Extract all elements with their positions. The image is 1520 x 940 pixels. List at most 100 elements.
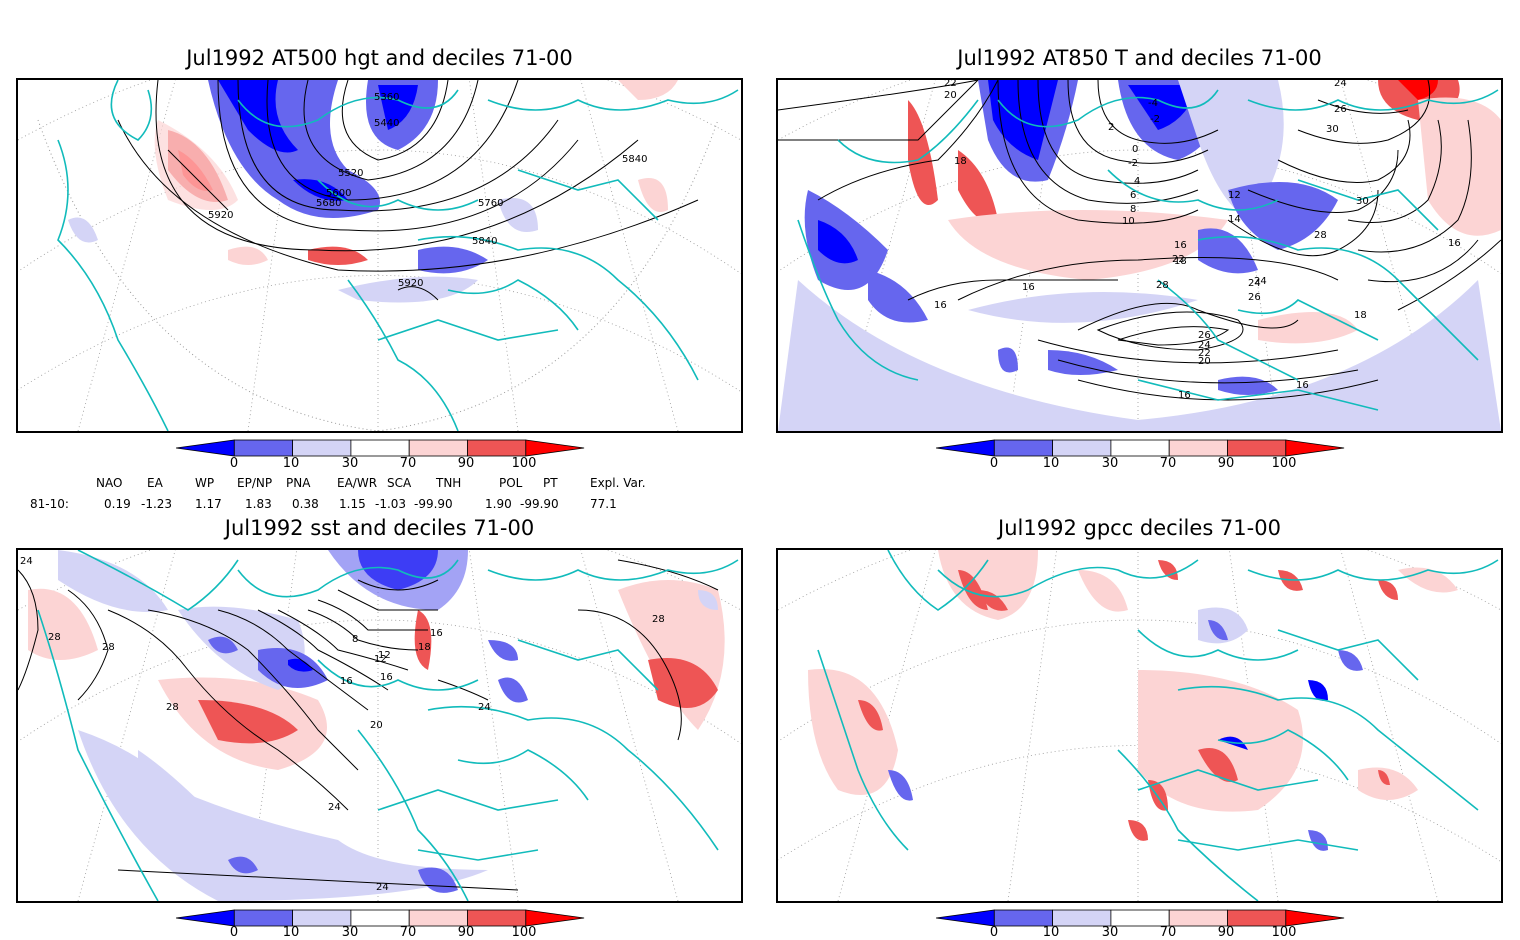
contour-label: 12: [374, 654, 387, 665]
colorbar-swatch-below-0: [936, 439, 995, 457]
colorbar-3: [176, 909, 585, 927]
colorbar-label: 10: [282, 456, 300, 471]
colorbar-swatch-below-0: [176, 909, 235, 927]
colorbar-1-swatches: [176, 439, 585, 457]
contour-label: 18: [1354, 310, 1367, 321]
contour-label: 12: [378, 650, 391, 661]
decile-shading: [808, 550, 1458, 851]
panel-title-3: Jul1992 sst and deciles 71-00: [224, 516, 535, 540]
contour-label: 28: [1156, 280, 1169, 291]
colorbar-swatch-0-10: [233, 439, 293, 457]
colorbar-label: 0: [989, 456, 999, 471]
colorbar-label: 30: [341, 456, 359, 471]
contour-label: 5760: [478, 198, 503, 209]
decile-shading: [28, 550, 725, 901]
coastlines: [57, 80, 739, 431]
colorbar-label: 100: [511, 456, 537, 471]
index-value-nao: 0.19: [104, 497, 131, 511]
index-period: 81-10:: [30, 497, 69, 511]
contour-label: 22: [1172, 254, 1185, 265]
contour-label: 5920: [208, 210, 233, 221]
index-value-sca: -1.03: [375, 497, 407, 511]
colorbar-swatch-70-90: [408, 439, 468, 457]
index-name-ea: EA: [147, 476, 163, 490]
contour-label: 2: [1108, 122, 1114, 133]
index-name-eawr: EA/WR: [337, 476, 378, 490]
contour-label: 26: [1198, 330, 1211, 341]
colorbar-label: 0: [229, 925, 239, 940]
colorbar-label: 100: [1271, 456, 1297, 471]
contour-label: 8: [1130, 204, 1136, 215]
contour-label: 0: [1132, 144, 1138, 155]
contour-label: 20: [1198, 356, 1211, 367]
colorbar-label: 10: [1042, 456, 1060, 471]
colorbar-label: 30: [1101, 456, 1119, 471]
contour-label: 24: [328, 802, 341, 813]
contour-label: 16: [1448, 238, 1461, 249]
contour-label: 26: [1334, 104, 1347, 115]
contour-label: 5600: [326, 188, 351, 199]
map-panel-gpcc: [776, 548, 1503, 903]
colorbar-label: 30: [341, 925, 359, 940]
contour-label: 28: [1314, 230, 1327, 241]
contour-label: 22: [1198, 348, 1211, 359]
colorbar-4: [936, 909, 1345, 927]
sst-contours: [18, 559, 719, 891]
colorbar-swatch-above-100: [525, 909, 585, 927]
index-name-wp: WP: [195, 476, 215, 490]
contour-label: 5920: [398, 278, 423, 289]
colorbar-label: 100: [1271, 925, 1297, 940]
index-name-tnh: TNH: [436, 476, 462, 490]
contour-label: 5840: [622, 154, 647, 165]
contour-label: 12: [1228, 190, 1241, 201]
index-name-explvar: Expl. Var.: [590, 476, 646, 490]
contour-label: 20: [944, 90, 957, 101]
contour-label: 24: [478, 702, 491, 713]
contour-label: 28: [48, 632, 61, 643]
contour-label: 14: [1228, 214, 1241, 225]
contour-label: 5680: [316, 198, 341, 209]
colorbar-swatch-10-30: [1052, 909, 1112, 927]
contour-label: 28: [652, 614, 665, 625]
colorbar-swatch-30-70: [350, 909, 410, 927]
contour-label: 5520: [338, 168, 363, 179]
colorbar-label: 90: [1217, 456, 1235, 471]
colorbar-swatch-90-100: [1227, 909, 1287, 927]
contour-labels: 22 20 18 -4 -2 2 0 -2 4 6 8 10 12 14 16 …: [934, 80, 1461, 401]
colorbar-swatch-10-30: [292, 439, 352, 457]
index-value-explvar: 77.1: [590, 497, 617, 511]
contour-label: 16: [340, 676, 353, 687]
decile-shading: [778, 80, 1501, 431]
index-value-tnh: -99.90: [414, 497, 453, 511]
contour-label: 24: [20, 556, 33, 567]
contour-label: 16: [1174, 240, 1187, 251]
colorbar-swatch-below-0: [176, 439, 235, 457]
colorbar-3-swatches: [176, 909, 585, 927]
colorbar-swatch-90-100: [467, 909, 527, 927]
contour-label: 26: [1248, 292, 1261, 303]
contour-label: 18: [954, 156, 967, 167]
contour-label: 8: [352, 634, 358, 645]
index-name-sca: SCA: [387, 476, 412, 490]
panel-title-4: Jul1992 gpcc deciles 71-00: [998, 516, 1281, 540]
contour-label: 16: [1178, 390, 1191, 401]
contour-label: 24: [1248, 278, 1261, 289]
contour-label: 10: [1122, 216, 1135, 227]
colorbar-swatch-30-70: [350, 439, 410, 457]
colorbar-1: [176, 439, 585, 457]
colorbar-label: 30: [1101, 925, 1119, 940]
contour-label: 30: [1326, 124, 1339, 135]
index-name-pol: POL: [499, 476, 523, 490]
colorbar-label: 90: [1217, 925, 1235, 940]
colorbar-swatch-10-30: [1052, 439, 1112, 457]
contour-label: 18: [418, 642, 431, 653]
contour-label: 16: [1022, 282, 1035, 293]
index-name-nao: NAO: [96, 476, 123, 490]
index-name-pt: PT: [543, 476, 558, 490]
index-value-wp: 1.17: [195, 497, 222, 511]
colorbar-swatch-70-90: [408, 909, 468, 927]
contour-label: 4: [1134, 176, 1140, 187]
colorbar-swatch-0-10: [233, 909, 293, 927]
contour-label: 16: [1296, 380, 1309, 391]
contour-label: 28: [102, 642, 115, 653]
